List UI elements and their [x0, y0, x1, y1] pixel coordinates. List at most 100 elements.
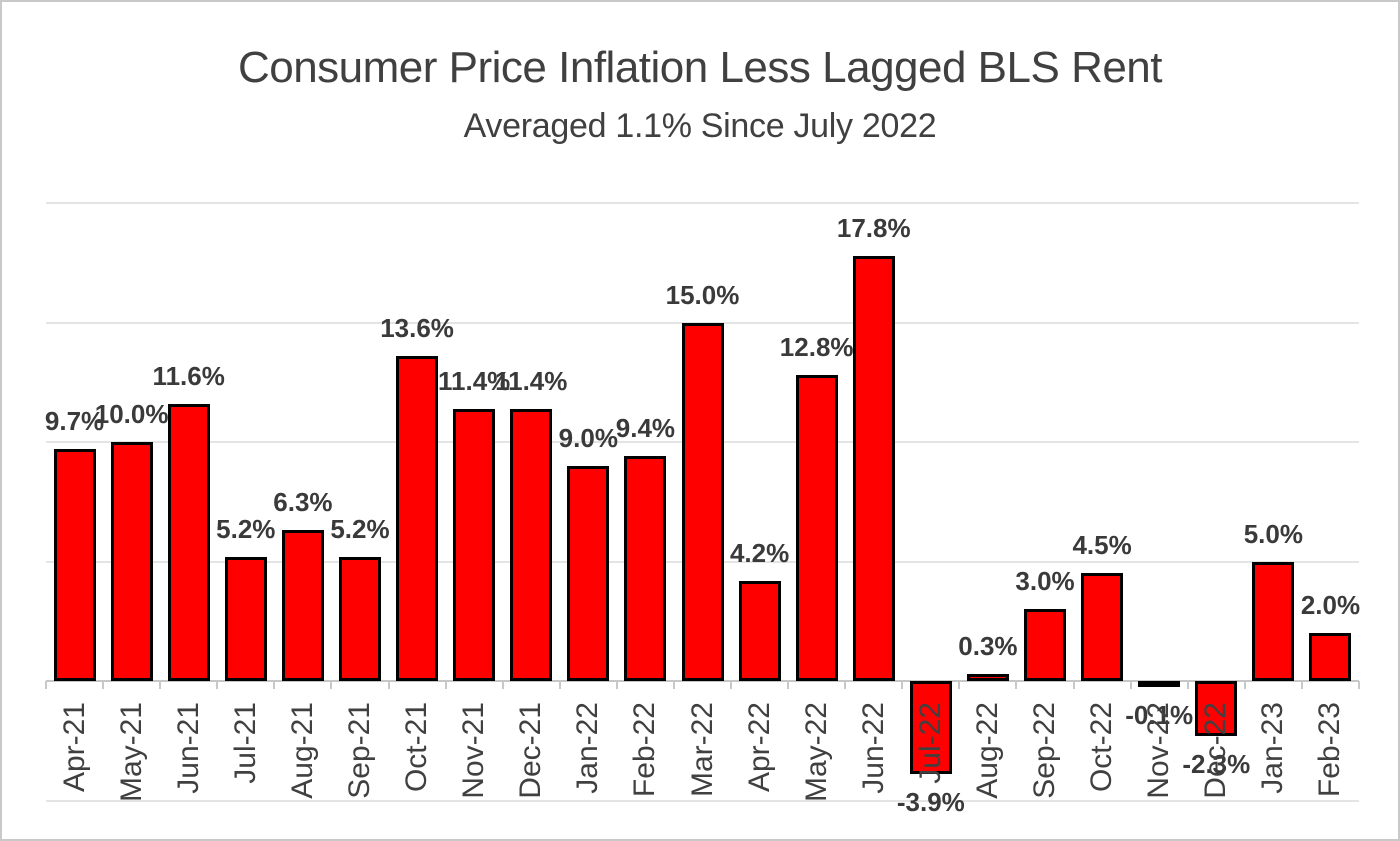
bar-feb-23 [1309, 633, 1352, 681]
bar-feb-22 [624, 456, 667, 681]
bar-dec-22 [1195, 681, 1238, 736]
axis-tick [958, 681, 961, 689]
axis-tick [216, 681, 219, 689]
axis-tick [102, 681, 105, 689]
bar-may-22 [795, 375, 838, 681]
value-label-jun-22: 17.8% [836, 212, 911, 243]
x-axis-label-oct-21: Oct-21 [400, 702, 434, 793]
bar-nov-22 [1138, 681, 1181, 687]
bar-nov-21 [453, 408, 496, 681]
x-axis-label-oct-22: Oct-22 [1085, 702, 1119, 793]
axis-tick [730, 681, 733, 689]
axis-tick [1129, 681, 1132, 689]
axis-tick [672, 681, 675, 689]
x-axis-label-jan-23: Jan-23 [1256, 702, 1290, 794]
bar-jul-22 [909, 681, 952, 775]
axis-tick [787, 681, 790, 689]
axis-tick [1243, 681, 1246, 689]
gridline [46, 202, 1359, 204]
chart-subtitle: Averaged 1.1% Since July 2022 [463, 107, 937, 145]
bar-oct-21 [396, 355, 439, 681]
value-label-oct-21: 13.6% [380, 312, 454, 343]
x-axis-label-may-22: May-22 [799, 702, 833, 803]
x-axis-label-jan-22: Jan-22 [571, 702, 605, 794]
value-label-jul-21: 5.2% [216, 513, 276, 544]
value-label-jul-22: -3.9% [896, 787, 965, 818]
x-axis-label-feb-23: Feb-23 [1313, 702, 1347, 798]
axis-tick [901, 681, 904, 689]
x-axis-label-dec-21: Dec-21 [514, 702, 548, 799]
bar-jan-23 [1252, 561, 1295, 681]
value-label-dec-22: -2.3% [1182, 748, 1251, 779]
x-axis-label-aug-21: Aug-21 [285, 702, 319, 799]
value-label-oct-22: 4.5% [1072, 530, 1132, 561]
x-axis-label-jun-22: Jun-22 [856, 702, 890, 794]
bar-apr-21 [53, 449, 96, 681]
axis-tick [45, 681, 47, 689]
bar-may-21 [110, 442, 153, 681]
chart-title: Consumer Price Inflation Less Lagged BLS… [237, 43, 1163, 92]
axis-tick [387, 681, 390, 689]
bar-sep-21 [338, 556, 381, 681]
x-axis-label-apr-22: Apr-22 [742, 702, 776, 793]
value-label-aug-21: 6.3% [273, 487, 333, 518]
axis-tick [558, 681, 561, 689]
bar-jun-22 [852, 255, 895, 681]
value-label-feb-23: 2.0% [1300, 590, 1361, 621]
axis-tick [159, 681, 162, 689]
x-axis-label-feb-22: Feb-22 [628, 702, 662, 798]
bar-oct-22 [1081, 573, 1124, 681]
value-label-mar-22: 15.0% [665, 279, 740, 310]
value-label-feb-22: 9.4% [615, 413, 676, 444]
bar-jul-21 [224, 556, 267, 681]
x-axis-label-sep-22: Sep-22 [1028, 702, 1062, 799]
axis-tick [844, 681, 847, 689]
x-axis-label-nov-21: Nov-21 [457, 702, 491, 799]
axis-tick [1358, 681, 1360, 689]
x-axis-label-jul-22: Jul-22 [913, 702, 947, 784]
bar-jan-22 [567, 465, 610, 681]
value-label-nov-22: -0.1% [1125, 700, 1194, 730]
value-label-jan-23: 5.0% [1243, 518, 1303, 549]
value-label-may-21: 10.0% [94, 399, 169, 429]
value-label-jan-22: 9.0% [558, 422, 618, 453]
value-label-sep-21: 5.2% [330, 513, 390, 544]
bar-jun-21 [167, 403, 210, 681]
bar-aug-22 [966, 673, 1009, 681]
axis-tick [1186, 681, 1189, 689]
bar-aug-21 [281, 530, 324, 681]
value-label-apr-21: 9.7% [44, 406, 105, 437]
axis-tick [1015, 681, 1018, 689]
bar-dec-21 [510, 408, 553, 681]
x-axis-line [46, 680, 1359, 682]
bar-sep-22 [1024, 609, 1067, 681]
axis-tick [615, 681, 618, 689]
x-axis-label-nov-22: Nov-22 [1142, 702, 1176, 799]
axis-tick [501, 681, 504, 689]
axis-tick [330, 681, 333, 689]
axis-tick [444, 681, 447, 689]
value-label-sep-22: 3.0% [1015, 566, 1075, 597]
value-label-may-22: 12.8% [779, 332, 854, 363]
axis-tick [1072, 681, 1075, 689]
x-axis-label-aug-22: Aug-22 [970, 702, 1004, 799]
x-axis-label-jul-21: Jul-21 [228, 702, 262, 784]
bar-apr-22 [738, 580, 781, 681]
value-label-dec-21: 11.4% [495, 365, 568, 396]
x-axis-label-dec-22: Dec-22 [1199, 702, 1233, 799]
x-axis-label-jun-21: Jun-21 [171, 702, 205, 794]
x-axis-label-apr-21: Apr-21 [57, 702, 91, 793]
value-label-jun-21: 11.6% [152, 360, 225, 391]
x-axis-label-sep-21: Sep-21 [342, 702, 376, 799]
x-axis-label-may-21: May-21 [114, 702, 148, 803]
gridline [46, 799, 1359, 802]
bar-mar-22 [681, 322, 724, 681]
axis-tick [1300, 681, 1303, 689]
axis-tick [273, 681, 276, 689]
value-label-aug-22: 0.3% [958, 630, 1018, 661]
x-axis-label-mar-22: Mar-22 [685, 702, 719, 798]
value-label-apr-22: 4.2% [729, 537, 790, 568]
value-label-nov-21: 11.4% [437, 365, 511, 396]
